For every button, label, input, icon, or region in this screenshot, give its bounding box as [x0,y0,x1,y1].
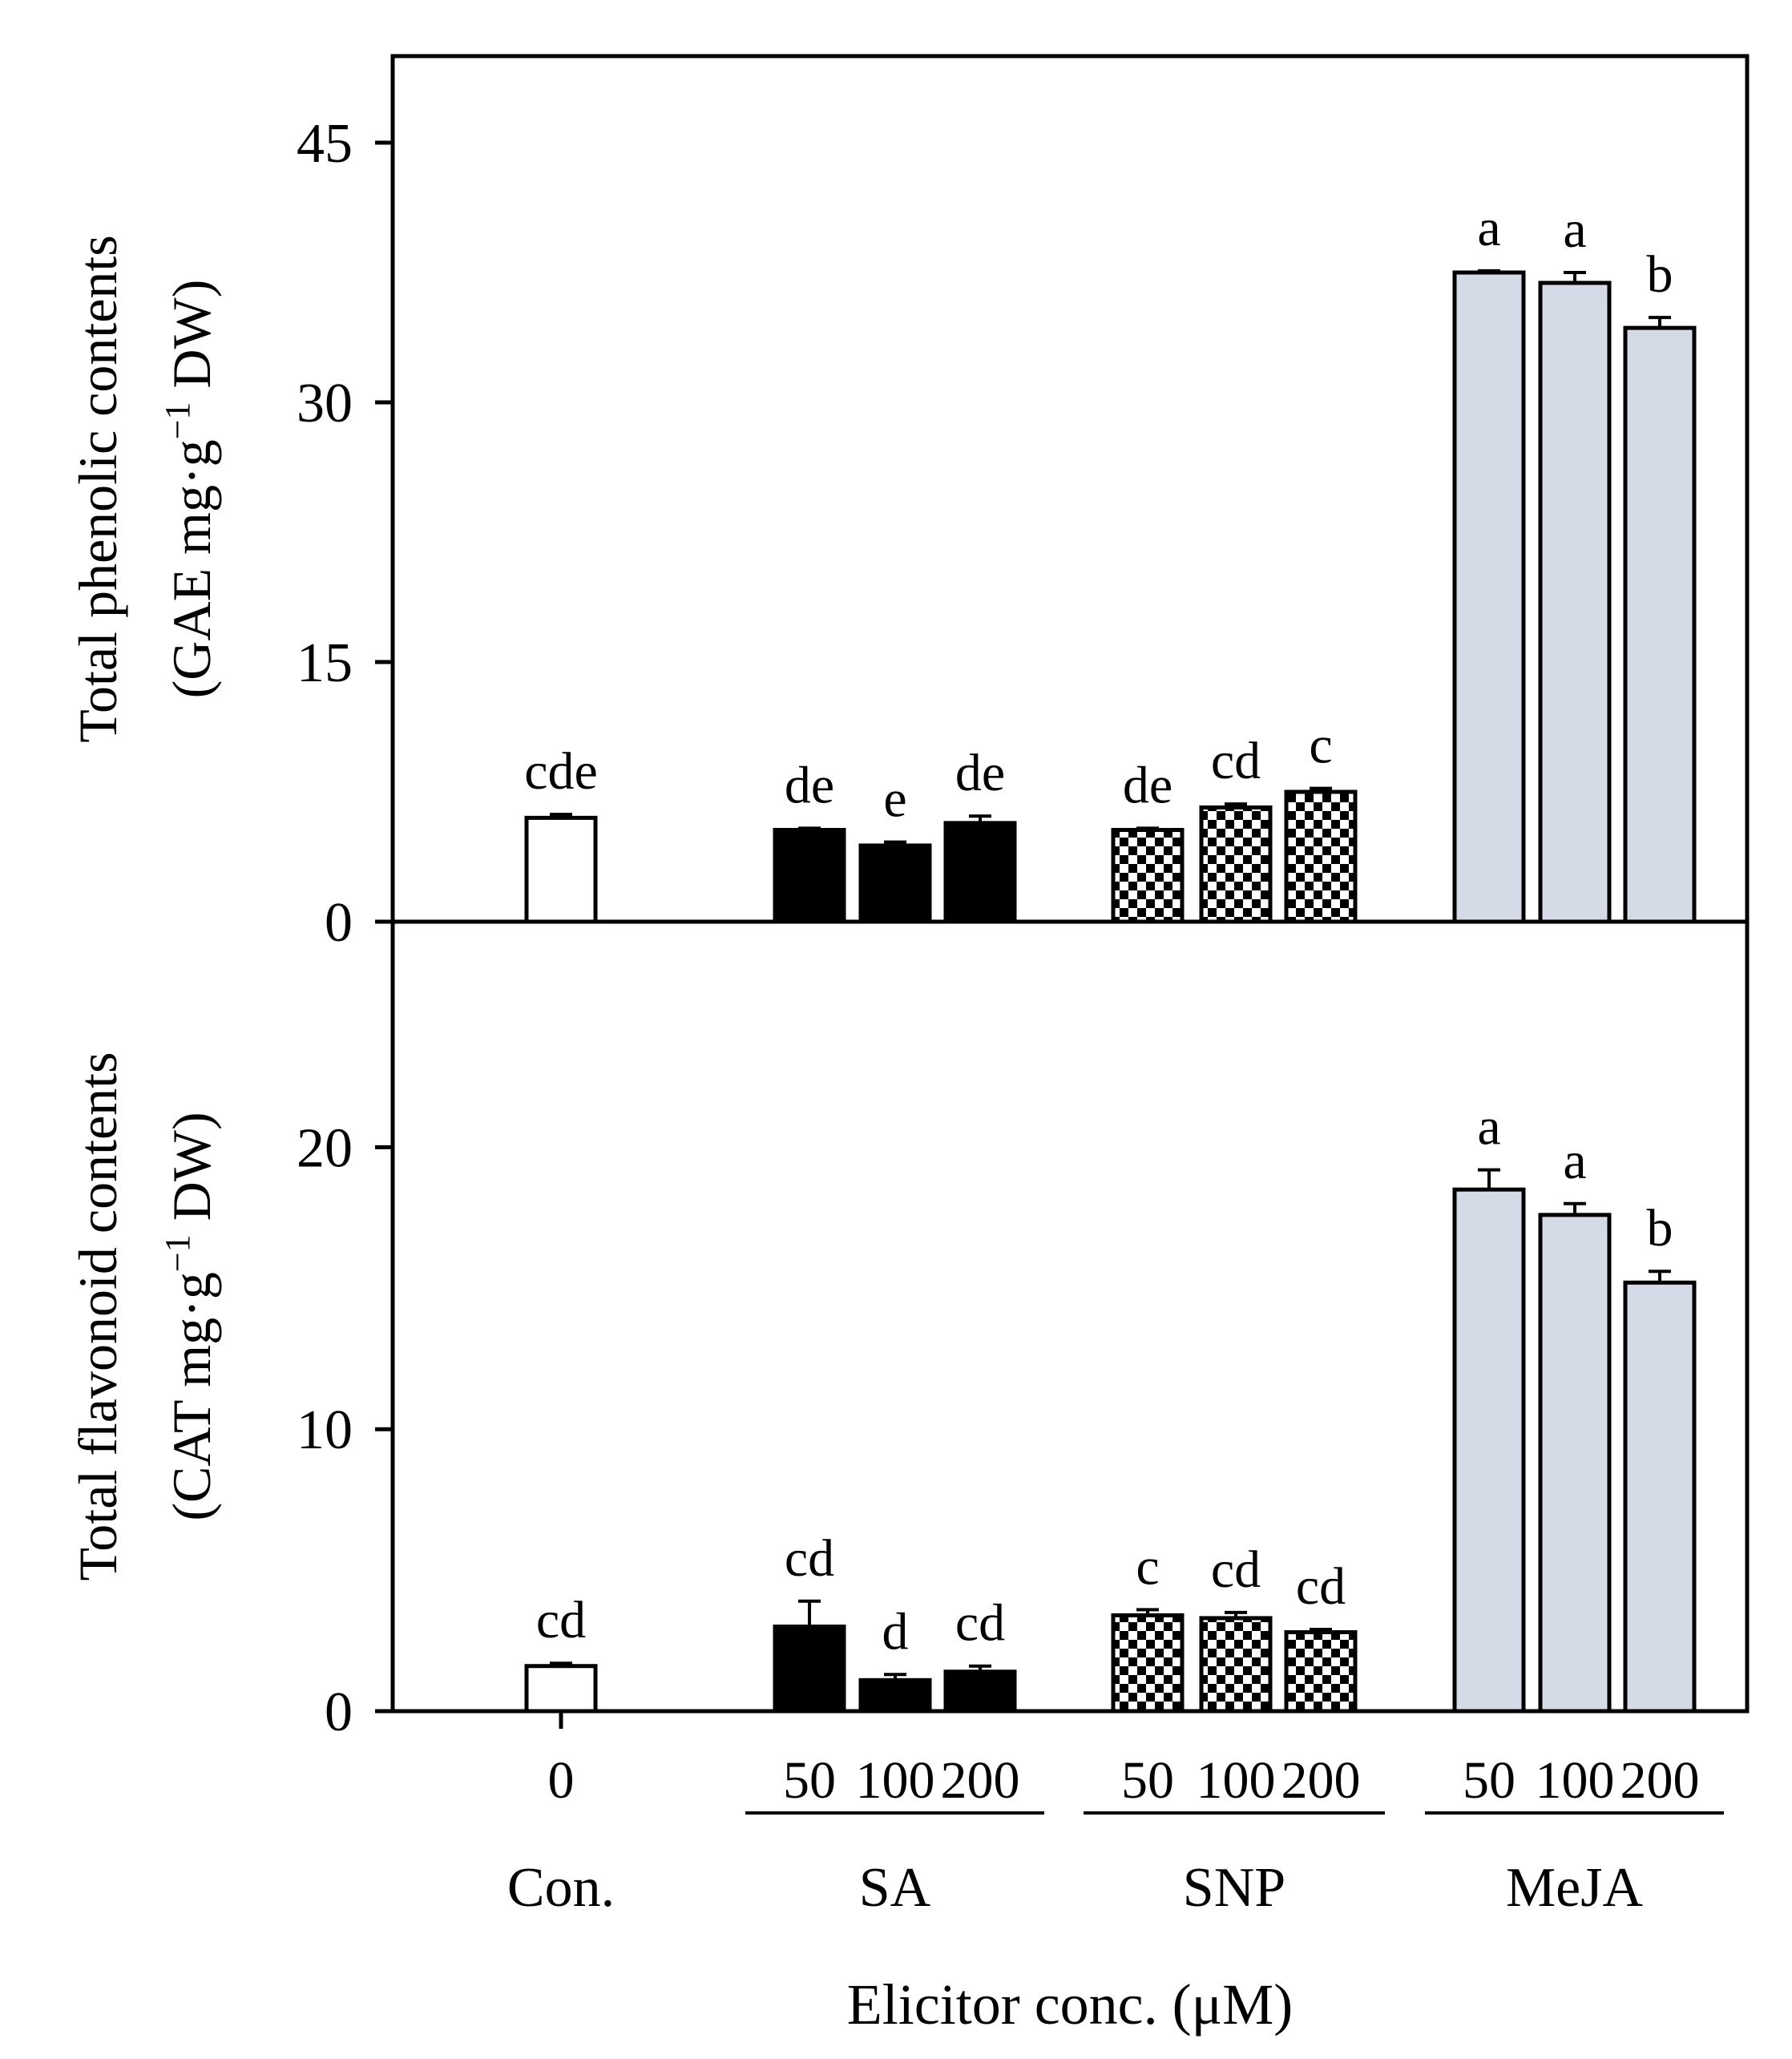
significance-letter: de [955,744,1005,802]
x-tick-label: 200 [941,1751,1020,1810]
flavonoid-panel: 0 10 20 Total flavonoid contents (CAT mg·g−1… [67,919,1750,1743]
significance-letter: a [1563,200,1586,259]
x-tick-label: 0 [548,1751,575,1810]
y-tick-label: 45 [297,113,353,175]
bar [1284,1630,1358,1714]
bar [773,828,846,924]
y-axis-unit-text: (CAT mg·g [161,1272,222,1520]
significance-letter: cde [524,742,598,801]
y-tick-label: 0 [325,892,353,954]
significance-letter: de [1123,756,1172,814]
group-label: SA [859,1857,931,1919]
bar [524,815,598,924]
significance-letter: c [1136,1537,1159,1596]
significance-letter: cd [955,1594,1005,1653]
significance-letter: cd [1296,1557,1346,1616]
significance-letter: c [1309,717,1332,775]
x-axis-title: Elicitor conc. (μM) [847,1972,1293,2037]
y-tick-label: 10 [297,1399,353,1461]
x-tick-label: 100 [856,1751,935,1810]
significance-letter: e [883,770,906,829]
bar [1538,281,1612,924]
bar [1452,1187,1526,1714]
y-axis-title-line1: Total flavonoid contents [67,1052,128,1581]
bar [1623,1280,1697,1714]
x-tick-label: 200 [1620,1751,1700,1810]
bar [773,1624,846,1714]
x-tick-label: 50 [783,1751,836,1810]
x-tick-label: 200 [1281,1751,1361,1810]
y-axis-unit-superscript: −1 [158,1234,197,1272]
group-label: MeJA [1506,1857,1644,1919]
y-axis-title-line1: Total phenolic contents [67,235,128,743]
significance-letter: a [1563,1132,1586,1190]
bar [858,843,932,924]
y-axis-title-line2: (CAT mg·g−1 DW) [158,1112,222,1520]
y-tick-label: 30 [297,373,353,434]
significance-letter: cd [785,1529,834,1588]
x-tick-label: 50 [1463,1751,1516,1810]
significance-letter: de [785,756,834,814]
y-axis-unit-text: DW) [161,280,222,402]
y-tick-label: 15 [297,632,353,694]
significance-letter: a [1477,1098,1500,1157]
bar [1452,270,1526,924]
x-tick-label: 100 [1197,1751,1276,1810]
plot-frame [390,919,1750,1714]
bar [1538,1213,1612,1714]
bar [943,1669,1017,1714]
y-tick-label: 0 [325,1682,353,1743]
significance-letter: cd [1211,732,1261,790]
y-axis-title-line2: (GAE mg·g−1 DW) [158,280,222,699]
y-tick-label: 20 [297,1117,353,1179]
x-tick-label: 50 [1121,1751,1174,1810]
bar [1111,828,1185,924]
bar [943,821,1017,924]
significance-letter: cd [536,1591,586,1649]
significance-letter: a [1477,199,1500,257]
group-label: Con. [507,1857,615,1919]
significance-letter: b [1647,245,1673,304]
y-axis-unit-text: DW) [161,1112,222,1234]
bar [524,1664,598,1714]
significance-letter: d [882,1602,909,1661]
y-axis-unit-text: (GAE mg·g [161,439,222,698]
bar [858,1677,932,1714]
group-label: SNP [1183,1857,1285,1919]
bar [1199,805,1273,924]
bar [1111,1613,1185,1714]
bar [1284,789,1358,924]
significance-letter: b [1647,1199,1673,1258]
phenolic-panel: 0 15 30 45 Total phenolic contents (GAE mg·g−… [67,54,1750,954]
x-tick-label: 100 [1536,1751,1615,1810]
bar [1199,1616,1273,1714]
y-axis-unit-superscript: −1 [158,402,197,440]
significance-letter: cd [1211,1540,1261,1599]
bar [1623,325,1697,924]
